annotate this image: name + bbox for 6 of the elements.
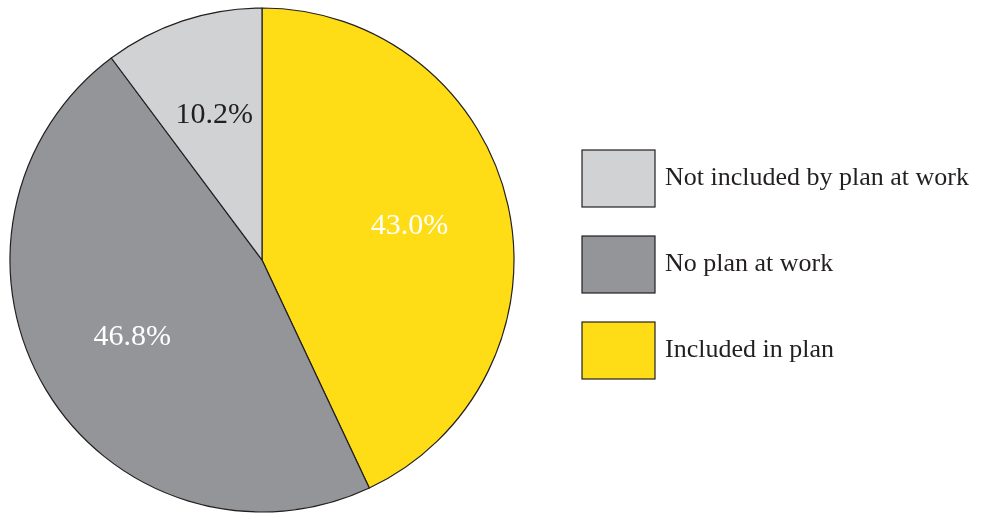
legend-label: Not included by plan at work bbox=[665, 161, 969, 191]
data-label: 43.0% bbox=[370, 206, 449, 240]
legend-label: Included in plan bbox=[665, 333, 834, 363]
data-label: 10.2% bbox=[175, 96, 254, 130]
legend-label: No plan at work bbox=[665, 247, 834, 277]
data-label: 46.8% bbox=[93, 317, 172, 351]
